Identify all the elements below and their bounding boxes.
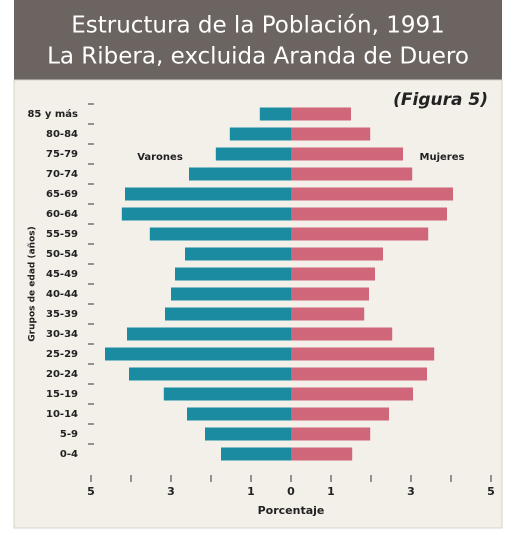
chart-title: Estructura de la Población, 1991 [71, 13, 445, 39]
legend-label: Mujeres [420, 152, 465, 163]
x-tick-label: 3 [167, 485, 175, 498]
bar [291, 347, 435, 361]
y-tick-label: 0-4 [60, 449, 78, 460]
bar [291, 327, 393, 341]
bar [291, 387, 413, 401]
y-tick-label: 15-19 [46, 389, 78, 400]
x-tick-label: 5 [87, 485, 95, 498]
bar [291, 147, 403, 161]
bar [127, 327, 291, 341]
x-tick-label: 3 [407, 485, 415, 498]
y-tick-label: 55-59 [46, 229, 78, 240]
y-tick-label: 10-14 [46, 409, 78, 420]
bar [215, 147, 291, 161]
bar [291, 367, 427, 381]
plot-background [13, 79, 503, 529]
bar [165, 307, 291, 321]
bar [291, 227, 429, 241]
bar [125, 187, 291, 201]
bar [163, 387, 291, 401]
chart-subtitle: La Ribera, excluida Aranda de Duero [47, 44, 469, 70]
y-tick-label: 30-34 [46, 329, 78, 340]
x-tick-label: 0 [287, 485, 295, 498]
y-tick-label: 35-39 [46, 309, 78, 320]
y-tick-label: 5-9 [60, 429, 78, 440]
y-tick-label: 70-74 [46, 169, 78, 180]
figure-annotation: (Figura 5) [393, 90, 488, 110]
bar [187, 407, 291, 421]
bar [149, 227, 291, 241]
bar [221, 447, 291, 461]
y-tick-label: 60-64 [46, 209, 78, 220]
y-tick-label: 45-49 [46, 269, 78, 280]
y-tick-label: 20-24 [46, 369, 78, 380]
bar [185, 247, 291, 261]
y-tick-label: 25-29 [46, 349, 78, 360]
bar [105, 347, 291, 361]
bar [259, 107, 291, 121]
bar [291, 427, 371, 441]
bar [205, 427, 291, 441]
y-tick-label: 65-69 [46, 189, 78, 200]
bar [291, 267, 375, 281]
bar [291, 127, 371, 141]
x-tick-label: 1 [247, 485, 255, 498]
bar [189, 167, 291, 181]
bar [171, 287, 291, 301]
bar [291, 407, 389, 421]
legend-label: Varones [137, 152, 183, 163]
bar [291, 107, 351, 121]
bar [291, 307, 365, 321]
x-axis-label: Porcentaje [258, 504, 325, 517]
y-tick-label: 40-44 [46, 289, 78, 300]
bar [229, 127, 291, 141]
bar [291, 167, 413, 181]
bar [291, 447, 353, 461]
y-tick-label: 80-84 [46, 129, 78, 140]
x-tick-label: 1 [327, 485, 335, 498]
bar [291, 287, 369, 301]
y-tick-label: 50-54 [46, 249, 78, 260]
title-band [14, 0, 502, 80]
y-axis-label: Grupos de edad (años) [28, 226, 38, 341]
bar [129, 367, 291, 381]
x-tick-label: 5 [487, 485, 495, 498]
y-tick-label: 75-79 [46, 149, 78, 160]
bar [121, 207, 291, 221]
bar [291, 207, 447, 221]
bar [291, 187, 453, 201]
bar [291, 247, 383, 261]
y-tick-label: 85 y más [27, 108, 78, 120]
bar [175, 267, 291, 281]
